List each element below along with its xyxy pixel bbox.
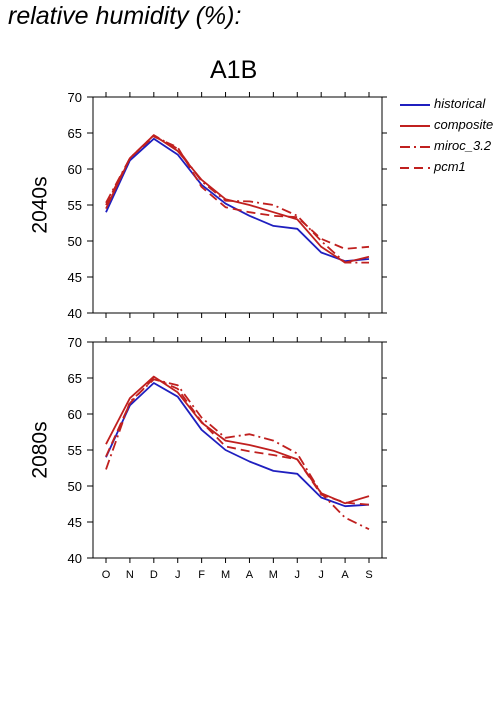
panel-2-ylabel: 2080s xyxy=(28,421,52,479)
legend-label-miroc: miroc_3.2 xyxy=(434,138,492,153)
y-tick-label: 65 xyxy=(68,371,82,386)
panel-2-frame xyxy=(92,341,383,559)
x-tick-label: M xyxy=(269,569,278,581)
y-tick-label: 65 xyxy=(68,126,82,141)
legend-swatch-composite xyxy=(400,125,430,127)
x-tick-label: S xyxy=(365,569,372,581)
legend-swatch-historical xyxy=(400,104,430,106)
x-tick-label: O xyxy=(102,569,111,581)
y-tick-label: 45 xyxy=(68,515,82,530)
x-tick-label: N xyxy=(126,569,134,581)
panel-1-ylabel: 2040s xyxy=(28,176,52,234)
series-line-pcm1 xyxy=(105,377,370,506)
x-tick-label: D xyxy=(150,569,158,581)
series-line-composite xyxy=(105,375,370,505)
legend-label-historical: historical xyxy=(434,96,486,111)
series-line-pcm1 xyxy=(105,135,370,250)
y-tick-label: 55 xyxy=(68,198,82,213)
x-tick-label: J xyxy=(295,569,301,581)
x-tick-label: J xyxy=(175,569,181,581)
y-tick-label: 60 xyxy=(68,162,82,177)
x-tick-label: A xyxy=(341,569,349,581)
x-tick-label: J xyxy=(318,569,324,581)
legend-swatch-miroc xyxy=(400,146,430,148)
y-tick-label: 70 xyxy=(68,335,82,350)
legend-label-pcm1: pcm1 xyxy=(434,159,466,174)
y-tick-label: 60 xyxy=(68,407,82,422)
series-line-composite xyxy=(105,134,370,264)
series-line-historical xyxy=(105,382,370,508)
figure-heading: relative humidity (%): xyxy=(8,2,242,30)
series-line-miroc-3-2 xyxy=(105,134,369,264)
y-tick-label: 50 xyxy=(68,234,82,249)
panel-1-frame xyxy=(92,96,383,314)
y-tick-label: 40 xyxy=(68,551,82,566)
scenario-title: A1B xyxy=(210,56,258,84)
y-tick-label: 45 xyxy=(68,270,82,285)
y-tick-label: 70 xyxy=(68,90,82,105)
y-tick-label: 50 xyxy=(68,479,82,494)
x-tick-label: F xyxy=(198,569,205,581)
series-line-miroc-3-2 xyxy=(105,378,370,531)
x-tick-label: A xyxy=(246,569,254,581)
y-tick-label: 55 xyxy=(68,443,82,458)
legend-label-composite: composite xyxy=(434,117,494,132)
legend-swatch-pcm1 xyxy=(400,167,430,169)
y-tick-label: 40 xyxy=(68,306,82,321)
x-tick-label: M xyxy=(221,569,230,581)
